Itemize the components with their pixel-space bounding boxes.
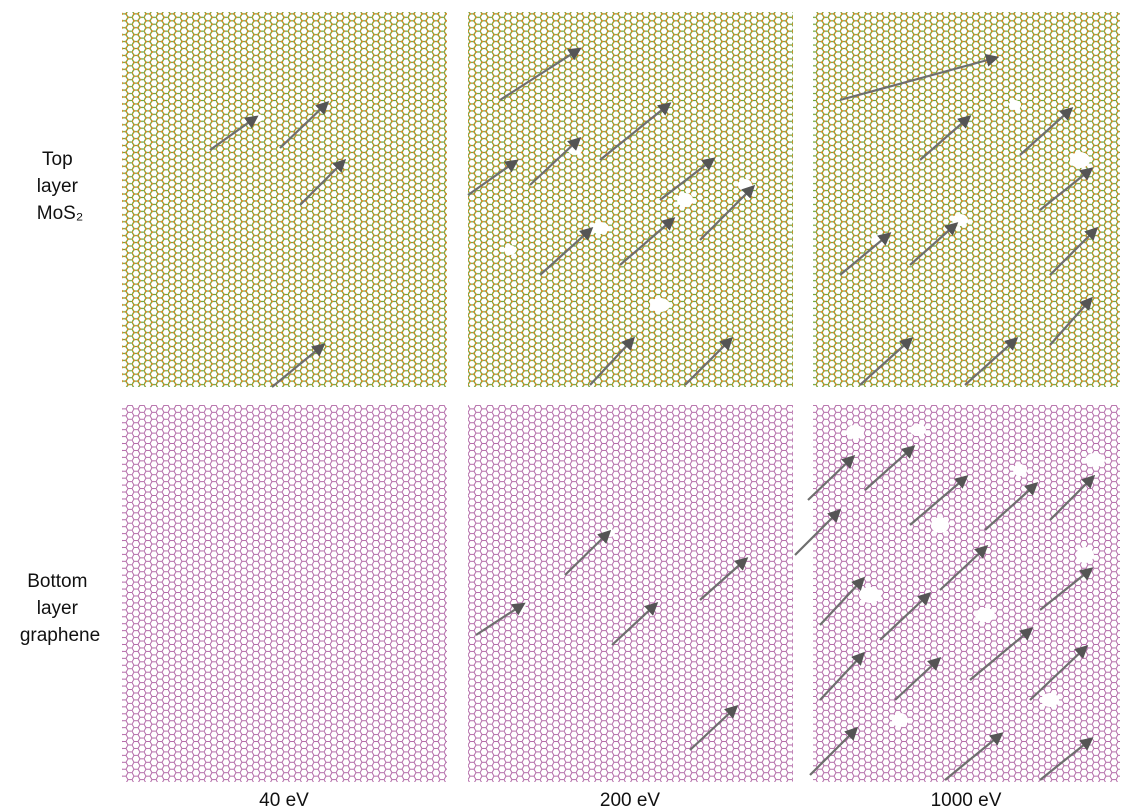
column-label: 40 eV [259,790,309,811]
row-label-line: layer [37,176,79,197]
graphene-panel [468,405,793,782]
row-label-line: layer [37,598,79,619]
row-label-line: MoS₂ [37,203,83,224]
row-label: Top layer MoS₂ [37,149,83,224]
row-label-line: Top [42,149,73,170]
row-label-line: graphene [20,625,100,646]
panels [122,12,1120,782]
column-label: 200 eV [600,790,661,811]
mos2-panel [468,12,793,387]
graphene-panel [813,405,1120,782]
row-label-line: Bottom [27,571,87,592]
figure: Top layer MoS₂ Bottom layer graphene 40 … [0,0,1128,812]
mos2-panel [122,12,447,387]
mos2-panel [813,12,1120,387]
graphene-panel [122,405,447,782]
column-label: 1000 eV [931,790,1002,811]
row-label: Bottom layer graphene [20,571,100,646]
